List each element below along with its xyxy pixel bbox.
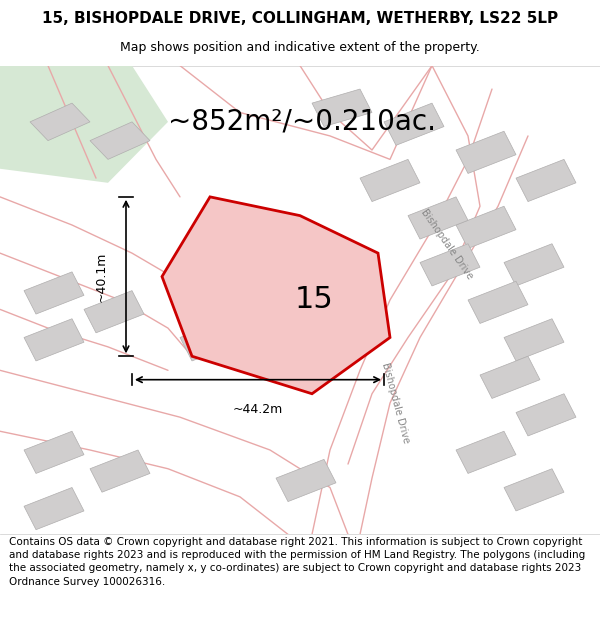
- Text: 15: 15: [295, 285, 333, 314]
- Text: Contains OS data © Crown copyright and database right 2021. This information is : Contains OS data © Crown copyright and d…: [9, 537, 585, 587]
- Polygon shape: [162, 197, 390, 394]
- Polygon shape: [504, 244, 564, 286]
- Polygon shape: [384, 103, 444, 145]
- Text: ~40.1m: ~40.1m: [95, 251, 108, 302]
- Polygon shape: [480, 356, 540, 399]
- Polygon shape: [504, 319, 564, 361]
- Text: Bishopdale Drive: Bishopdale Drive: [419, 207, 475, 281]
- Polygon shape: [420, 244, 480, 286]
- Polygon shape: [456, 431, 516, 474]
- Polygon shape: [0, 66, 168, 182]
- Text: ~852m²/~0.210ac.: ~852m²/~0.210ac.: [168, 108, 436, 136]
- Polygon shape: [90, 450, 150, 493]
- Polygon shape: [468, 281, 528, 324]
- Polygon shape: [516, 159, 576, 201]
- Polygon shape: [30, 103, 90, 141]
- Polygon shape: [360, 159, 420, 201]
- Polygon shape: [180, 319, 240, 361]
- Polygon shape: [90, 122, 150, 159]
- Polygon shape: [312, 89, 372, 126]
- Polygon shape: [456, 206, 516, 248]
- Polygon shape: [276, 459, 336, 501]
- Polygon shape: [504, 469, 564, 511]
- Text: ~44.2m: ~44.2m: [233, 403, 283, 416]
- Polygon shape: [456, 131, 516, 173]
- Text: Map shows position and indicative extent of the property.: Map shows position and indicative extent…: [120, 41, 480, 54]
- Polygon shape: [84, 291, 144, 332]
- Polygon shape: [408, 197, 468, 239]
- Polygon shape: [24, 319, 84, 361]
- Text: 15, BISHOPDALE DRIVE, COLLINGHAM, WETHERBY, LS22 5LP: 15, BISHOPDALE DRIVE, COLLINGHAM, WETHER…: [42, 11, 558, 26]
- Text: Bishopdale Drive: Bishopdale Drive: [380, 362, 412, 444]
- Polygon shape: [24, 431, 84, 474]
- Polygon shape: [24, 272, 84, 314]
- Polygon shape: [24, 488, 84, 530]
- Polygon shape: [210, 272, 270, 314]
- Polygon shape: [252, 309, 312, 351]
- Polygon shape: [516, 394, 576, 436]
